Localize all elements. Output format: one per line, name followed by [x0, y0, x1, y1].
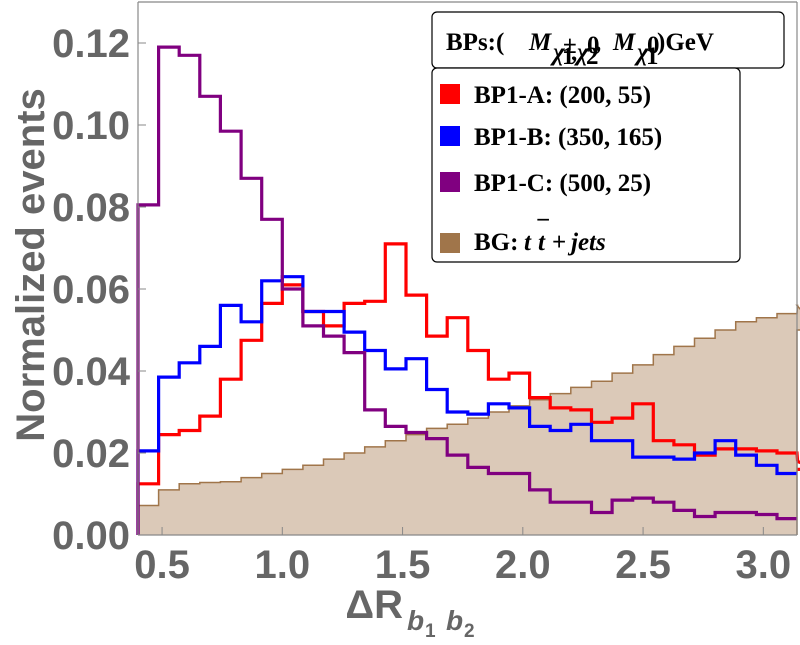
x-tick-label: 2.5 [615, 543, 671, 587]
x-axis-title-sub1-index: 1 [425, 621, 436, 642]
legend-label-bp1-a: BP1-A: (200, 55) [474, 82, 651, 109]
legend-label-bg-bar: − [536, 207, 550, 234]
legend-title-chi2: χ [574, 39, 590, 66]
y-tick-label: 0.10 [52, 104, 130, 148]
legend-label-bg-jets: jets [567, 229, 606, 256]
x-tick-label: 3.0 [736, 543, 792, 587]
legend-swatch-bp1-c [440, 172, 460, 192]
x-tick-label: 1.5 [375, 543, 431, 587]
y-tick-label: 0.04 [52, 350, 131, 394]
y-tick-label: 0.06 [52, 268, 130, 312]
legend-title-suffix: )GeV [657, 29, 714, 56]
y-tick-label: 0.08 [52, 186, 130, 230]
y-tick-label: 0.00 [52, 514, 130, 558]
x-axis-title-main: ΔR [345, 583, 403, 627]
legend-title-m2: M [612, 29, 636, 56]
legend-title-chi3: χ [634, 39, 650, 66]
legend-title-m1: M [528, 29, 552, 56]
x-tick-label: 1.0 [255, 543, 311, 587]
legend-label-bp1-c: BP1-C: (500, 25) [474, 170, 651, 197]
tick-labels-layer: 0.00 0.02 0.04 0.06 0.08 0.10 0.12 0.5 1.0 1.5 2.0… [52, 22, 791, 587]
legend-label-bp1-b: BP1-B: (350, 165) [474, 124, 662, 151]
series-bp1-c [136, 45, 797, 535]
legend-title-chi3-sup: 0 [647, 32, 660, 59]
legend-label-bg-t2: t [538, 229, 546, 256]
legend-title-chi1-sup: ± [563, 32, 577, 59]
legend-title-chi3-sub: 1 [646, 43, 659, 70]
x-axis-title-sub2-index: 2 [464, 621, 475, 642]
legend-title-prefix: BPs:( [446, 29, 504, 56]
legend-title-chi1-sub: 1 [562, 43, 575, 70]
x-tick-label: 2.0 [495, 543, 551, 587]
x-axis-title: ΔR b 1 b 2 [345, 583, 474, 642]
legend-label-bg-prefix: BG: [474, 229, 518, 256]
legend-label-bg-plus: + [552, 229, 566, 256]
axes-layer [137, 1, 798, 536]
legend-title-chi1: χ [550, 39, 566, 66]
legend-swatch-bg [440, 233, 460, 253]
legend-title-comma2: , [595, 29, 601, 56]
legend-box: BP1-A: (200, 55) BP1-B: (350, 165) BP1-C… [431, 67, 741, 263]
legend-swatch-bp1-b [440, 126, 460, 146]
y-tick-label: 0.02 [52, 432, 130, 476]
legend-title-chi2-sub: 2 [586, 43, 599, 70]
x-axis-title-sub2: b [446, 605, 463, 636]
x-tick-label: 0.5 [134, 543, 190, 587]
legend-swatch-bp1-a [440, 84, 460, 104]
signal-histogram-layer [136, 45, 800, 535]
y-tick-label: 0.12 [52, 22, 130, 66]
legend-title-box: BPs:( M χ 1 ± , χ 2 0 , M χ 1 0 )GeV [431, 11, 785, 70]
legend-title-comma-mid: , [571, 39, 577, 66]
y-axis-title: Normalized events [9, 88, 53, 441]
series-bp1-a [136, 242, 800, 535]
legend-label-bg-t1: t [524, 229, 532, 256]
legend-frame [431, 67, 741, 263]
series-bp1-b [136, 275, 797, 535]
legend-title-chi2-sup: 0 [587, 32, 600, 59]
x-axis-title-sub1: b [407, 605, 424, 636]
